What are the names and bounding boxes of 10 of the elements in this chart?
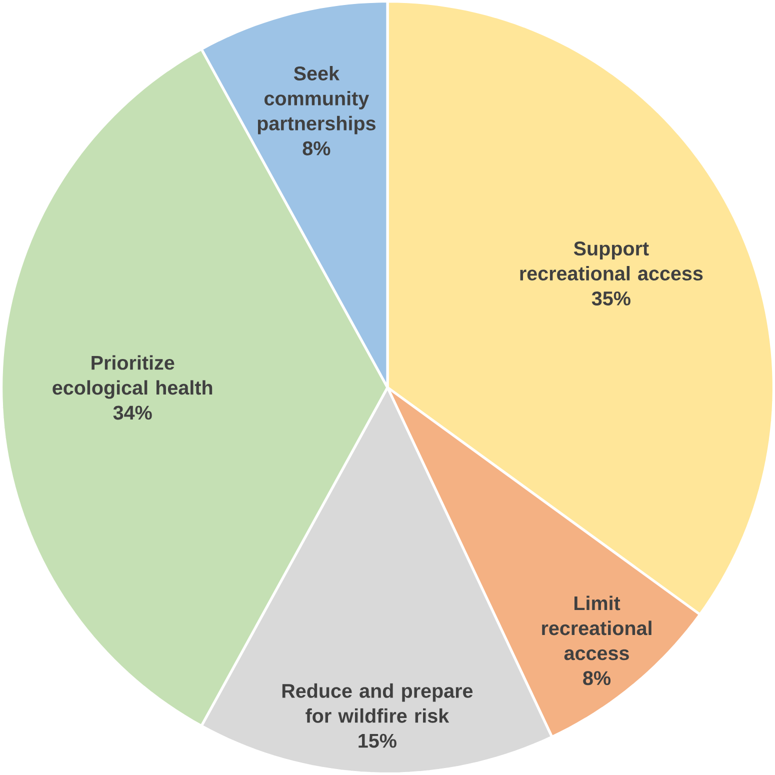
data-label: 8% [302, 141, 330, 156]
slice-label: Limit recreational access [542, 596, 652, 660]
data-label: 34% [113, 406, 152, 420]
data-label: 8% [583, 671, 611, 686]
data-label: 35% [592, 291, 630, 306]
slice-label: Support recreational access [520, 242, 703, 281]
slice-label: Seek community partnerships [258, 66, 376, 134]
data-label: 15% [358, 734, 396, 748]
slice-label: Reduce and prepare for wildfire risk [282, 683, 473, 723]
slice-label: Prioritize ecological health [52, 355, 212, 399]
